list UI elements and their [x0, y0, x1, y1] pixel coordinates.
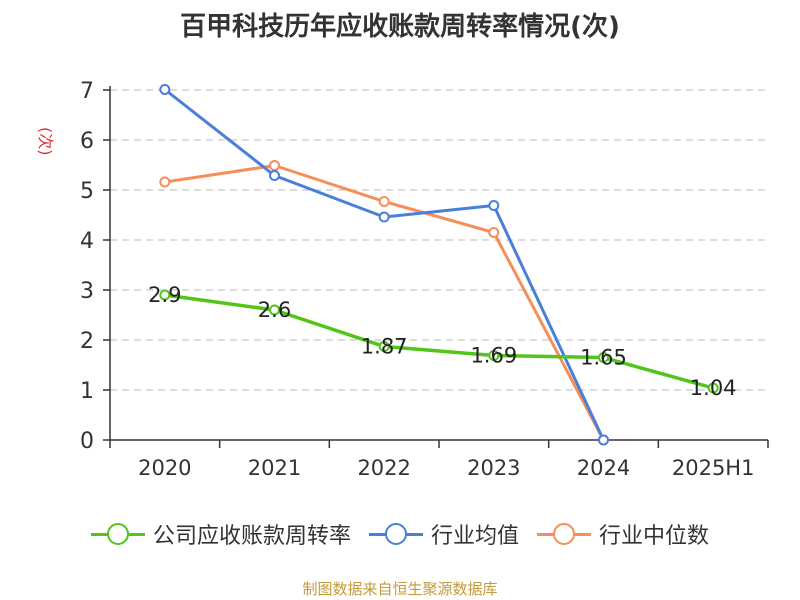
series-points — [159, 84, 719, 446]
x-tick-label-2023: 2023 — [467, 456, 520, 480]
chart-title: 百甲科技历年应收账款周转率情况(次) — [180, 12, 620, 42]
data-point-0-2022 — [378, 341, 390, 352]
y-tick-label-0: 0 — [80, 429, 94, 454]
data-labels: 2.9 2.6 1.87 1.69 1.65 1.04 — [148, 283, 736, 400]
series-lines — [163, 88, 714, 441]
data-label-2021: 2.6 — [258, 298, 291, 322]
x-tick-label-2022: 2022 — [357, 456, 410, 480]
legend-item-company[interactable]: 公司应收账款周转率 — [90, 518, 351, 550]
data-point-0-2024 — [598, 352, 609, 363]
data-point-0-2023 — [488, 350, 500, 361]
data-point-2-2021 — [269, 160, 280, 171]
x-tick-label-2020: 2020 — [138, 456, 191, 480]
data-label-2025H1: 1.04 — [690, 376, 737, 400]
x-tick-label-2025H1: 2025H1 — [672, 456, 755, 480]
legend-marker-industry-median — [537, 523, 591, 545]
data-point-1-2023 — [488, 200, 500, 211]
grid-lines — [110, 89, 768, 391]
legend-label-industry-median: 行业中位数 — [599, 524, 710, 549]
data-point-2-2023 — [488, 227, 500, 238]
y-tick-label-7: 7 — [80, 79, 94, 104]
legend-marker-industry-mean — [368, 523, 423, 545]
data-label-2022: 1.87 — [361, 335, 408, 359]
axes: 0 1 2 3 4 5 6 7 2020 2021 2022 2023 2024 2025H1 — [80, 79, 769, 480]
data-point-2-2020 — [159, 176, 171, 188]
y-tick-label-3: 3 — [80, 279, 94, 304]
data-point-0-2020 — [159, 289, 171, 301]
series-line-1 — [163, 88, 605, 441]
data-point-1-2021 — [269, 170, 280, 181]
legend-item-industry-mean[interactable]: 行业均值 — [368, 518, 519, 550]
data-source: 制图数据来自恒生聚源数据库 — [302, 580, 498, 598]
legend: 公司应收账款周转率 行业均值 行业中位数 — [0, 518, 800, 550]
y-tick-label-2: 2 — [80, 329, 94, 354]
y-tick-label-4: 4 — [80, 229, 94, 254]
y-tick-label-6: 6 — [80, 129, 94, 154]
data-point-1-2020 — [159, 84, 171, 95]
data-point-2-2022 — [378, 196, 390, 207]
x-tick-label-2021: 2021 — [248, 456, 301, 480]
legend-marker-company — [90, 523, 145, 545]
data-point-1-2024 — [598, 434, 609, 446]
x-tick-label-2024: 2024 — [577, 456, 630, 480]
data-point-0-2021 — [269, 304, 280, 316]
y-tick-label-1: 1 — [80, 379, 94, 404]
data-label-2020: 2.9 — [148, 283, 181, 307]
series-line-0 — [164, 293, 714, 390]
legend-label-industry-mean: 行业均值 — [430, 524, 519, 549]
data-point-1-2022 — [378, 211, 390, 223]
data-label-2024: 1.65 — [580, 346, 627, 370]
data-point-0-2025H1 — [707, 382, 719, 394]
legend-item-industry-median[interactable]: 行业中位数 — [537, 518, 709, 550]
data-label-2023: 1.69 — [470, 344, 517, 368]
legend-label-company: 公司应收账款周转率 — [152, 524, 351, 549]
y-tick-label-5: 5 — [80, 179, 94, 204]
